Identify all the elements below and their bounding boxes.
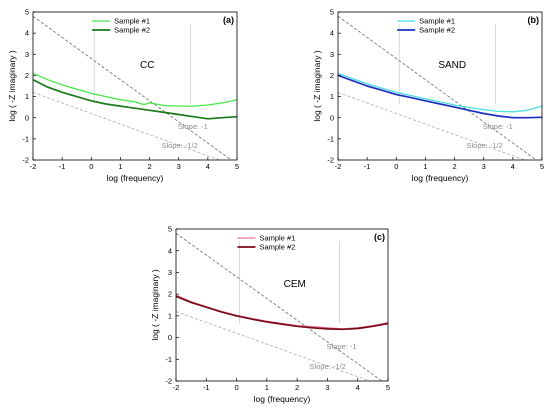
slope-annotation: Slope: -1/2 [310,362,346,371]
x-tick-label: 0 [89,162,93,171]
series-line [176,295,388,331]
axes-frame [175,228,389,382]
slope-annotation: Slope: -1 [178,122,208,131]
slope-annotation: Slope: -1 [327,342,357,351]
x-tick-label: 1 [423,162,427,171]
y-tick-label: -1 [22,134,29,143]
reference-line [176,232,383,381]
x-axis-label: log (frequency) [254,394,311,404]
reference-line [338,91,526,160]
x-tick-label: 2 [452,162,456,171]
series-line [33,72,237,107]
y-tick-label: 5 [330,8,334,17]
plot-area [338,15,542,160]
x-tick-label: 0 [234,383,238,392]
x-tick-label: 3 [325,383,329,392]
x-tick-label: -2 [173,383,180,392]
y-axis-label: log ( -Z imaginary ) [7,50,17,121]
x-tick-label: 2 [295,383,299,392]
x-tick-label: 0 [394,162,398,171]
legend-entry: Sample #1 [419,17,455,26]
reference-line [33,91,221,160]
x-tick-label: 5 [386,383,390,392]
x-tick-label: 3 [482,162,486,171]
y-tick-label: 4 [25,29,29,38]
y-tick-label: 2 [168,290,172,299]
plot-area [33,15,237,160]
legend-entry: Sample #2 [259,243,295,252]
x-axis-label: log (frequency) [412,173,469,183]
x-tick-label: -1 [364,162,371,171]
panel-title: CC [140,60,154,71]
y-tick-label: 1 [168,311,172,320]
y-tick-label: 0 [330,113,334,122]
y-tick-label: -2 [22,156,29,165]
panel-label: (b) [528,15,540,25]
x-tick-label: 1 [118,162,122,171]
slope-annotation: Slope: -1/2 [162,141,198,150]
x-tick-label: 5 [235,162,239,171]
legend-entry: Sample #2 [114,26,150,35]
legend-entry: Sample #2 [419,26,455,35]
chart-panel-2: -2 -1 0 1 2 3 4 5 -2 -1 0 1 2 3 4 5 log (frequency) log (… [312,8,544,183]
x-tick-label: 4 [511,162,515,171]
panel-label: (c) [374,232,385,242]
series-line [33,78,237,120]
y-axis-label: log ( -Z imaginary ) [312,50,322,121]
y-tick-label: 1 [25,92,29,101]
axes-frame [32,11,238,161]
series-line [338,72,542,113]
axes-frame [337,11,543,161]
y-tick-label: 5 [25,8,29,17]
x-tick-label: 3 [177,162,181,171]
y-tick-label: -2 [327,156,334,165]
x-tick-label: 1 [265,383,269,392]
y-tick-label: 3 [330,50,334,59]
y-tick-label: 3 [168,268,172,277]
reference-line [33,15,232,160]
y-tick-label: 2 [330,71,334,80]
x-tick-label: 4 [356,383,360,392]
slope-annotation: Slope: -1 [483,122,513,131]
panel-title: CEM [284,279,306,290]
plot-area [176,232,388,381]
legend-entry: Sample #1 [259,234,295,243]
x-tick-label: 4 [206,162,210,171]
chart-panel-3: -2 -1 0 1 2 3 4 5 -2 -1 0 1 2 3 4 5 log (frequency) log (… [150,225,390,404]
y-tick-label: 1 [330,92,334,101]
y-tick-label: 0 [168,333,172,342]
y-tick-label: 5 [168,225,172,234]
x-tick-label: -2 [335,162,342,171]
reference-line [338,15,537,160]
series-line [338,74,542,119]
slope-annotation: Slope: -1/2 [467,141,503,150]
panel-title: SAND [438,60,466,71]
x-tick-label: -2 [30,162,37,171]
y-tick-label: -1 [327,134,334,143]
x-tick-label: -1 [203,383,210,392]
y-tick-label: 0 [25,113,29,122]
y-tick-label: -1 [165,355,172,364]
y-tick-label: -2 [165,377,172,386]
x-tick-label: 2 [147,162,151,171]
reference-line [176,311,372,381]
x-tick-label: -1 [59,162,66,171]
y-tick-label: 3 [25,50,29,59]
y-tick-label: 4 [168,246,172,255]
y-tick-label: 2 [25,71,29,80]
x-tick-label: 5 [540,162,544,171]
chart-panel-1: -2 -1 0 1 2 3 4 5 -2 -1 0 1 2 3 4 5 log (frequency) log (… [7,8,239,183]
y-tick-label: 4 [330,29,334,38]
panel-label: (a) [223,15,234,25]
x-axis-label: log (frequency) [107,173,164,183]
y-axis-label: log ( -Z imaginary ) [150,269,160,340]
legend-entry: Sample #1 [114,17,150,26]
